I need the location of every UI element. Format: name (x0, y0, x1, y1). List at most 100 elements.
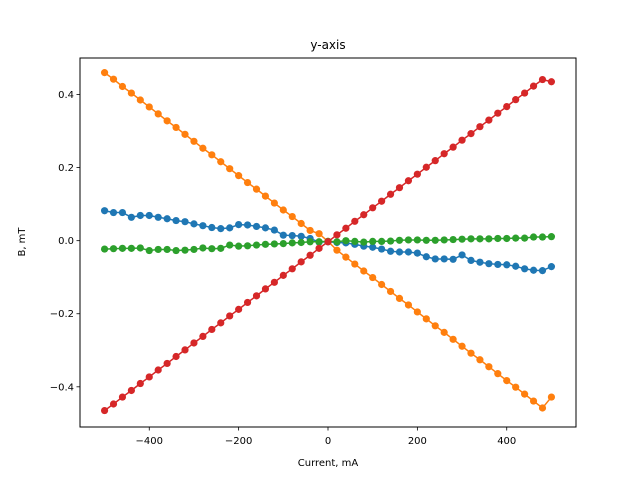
data-point (422, 253, 430, 261)
data-point (547, 263, 556, 271)
data-point (431, 236, 439, 244)
data-point (503, 102, 511, 111)
data-point (261, 224, 270, 232)
data-point (235, 220, 243, 229)
x-tick-label: 400 (497, 436, 516, 447)
data-point (136, 379, 144, 388)
data-point (235, 172, 243, 180)
data-point (351, 237, 359, 246)
data-point (199, 144, 207, 152)
data-point (163, 245, 171, 254)
y-tick-label: 0.2 (58, 163, 74, 174)
data-point (458, 251, 466, 259)
data-point (521, 265, 529, 273)
data-point (154, 110, 162, 118)
data-point (395, 236, 404, 244)
y-axis: −0.4 −0.2 0.0 0.2 0.4 (50, 90, 80, 393)
data-point (422, 236, 430, 244)
data-point (342, 224, 350, 232)
data-point (145, 211, 153, 220)
data-point (154, 213, 162, 221)
data-point (100, 406, 109, 415)
data-point (279, 206, 287, 214)
data-point (503, 377, 511, 385)
data-point (404, 301, 413, 309)
data-point (235, 242, 243, 250)
plot-area (100, 69, 556, 415)
data-point (369, 243, 377, 251)
data-point (485, 116, 493, 124)
data-point (440, 328, 448, 336)
data-point (378, 237, 386, 246)
data-point (404, 248, 413, 256)
data-point (521, 89, 529, 97)
data-point (521, 390, 529, 398)
data-point (512, 234, 520, 242)
x-axis-label: Current, mA (298, 458, 359, 469)
data-point (360, 238, 368, 246)
data-point (190, 220, 198, 228)
data-point (547, 78, 556, 86)
data-point (413, 249, 421, 257)
series-2 (100, 69, 556, 412)
data-point (208, 223, 216, 232)
data-point (252, 222, 261, 231)
data-point (208, 245, 216, 253)
data-point (226, 224, 234, 232)
data-point (127, 213, 135, 221)
data-point (243, 221, 252, 229)
data-point (172, 216, 180, 225)
data-point (386, 190, 395, 198)
data-point (270, 240, 278, 248)
data-point (369, 204, 377, 212)
data-point (190, 137, 198, 145)
data-point (118, 208, 127, 217)
data-point (547, 393, 556, 401)
data-point (378, 245, 386, 253)
data-point (333, 231, 341, 239)
data-point (538, 267, 547, 275)
data-point (333, 246, 341, 254)
data-point (217, 158, 225, 166)
data-point (422, 315, 430, 323)
data-point (476, 123, 484, 131)
data-point (485, 235, 493, 243)
data-point (306, 238, 314, 246)
data-point (279, 231, 287, 239)
data-point (529, 397, 538, 405)
data-point (252, 185, 261, 193)
data-point (136, 96, 144, 104)
data-point (163, 359, 171, 368)
data-point (243, 298, 252, 307)
x-tick-label: 0 (325, 436, 331, 447)
data-point (485, 260, 493, 268)
data-point (252, 241, 261, 249)
data-point (199, 244, 207, 252)
data-point (333, 238, 341, 246)
data-point (324, 238, 332, 246)
data-point (145, 373, 153, 381)
data-point (181, 346, 189, 354)
data-point (181, 246, 189, 254)
data-point (297, 238, 305, 247)
data-point (136, 244, 144, 252)
data-point (181, 130, 189, 138)
data-point (127, 386, 135, 395)
data-point (440, 236, 448, 244)
data-point (360, 211, 368, 219)
data-point (252, 292, 261, 300)
data-point (288, 239, 296, 247)
data-point (315, 230, 323, 238)
data-point (538, 404, 547, 412)
data-point (467, 349, 475, 357)
data-point (449, 255, 457, 263)
data-point (217, 244, 225, 252)
data-point (279, 239, 287, 248)
x-axis: −400 −200 0 200 400 (136, 427, 516, 447)
series-1 (100, 207, 556, 275)
data-point (351, 217, 359, 225)
data-point (243, 242, 252, 250)
data-point (297, 219, 305, 228)
data-point (270, 199, 278, 207)
